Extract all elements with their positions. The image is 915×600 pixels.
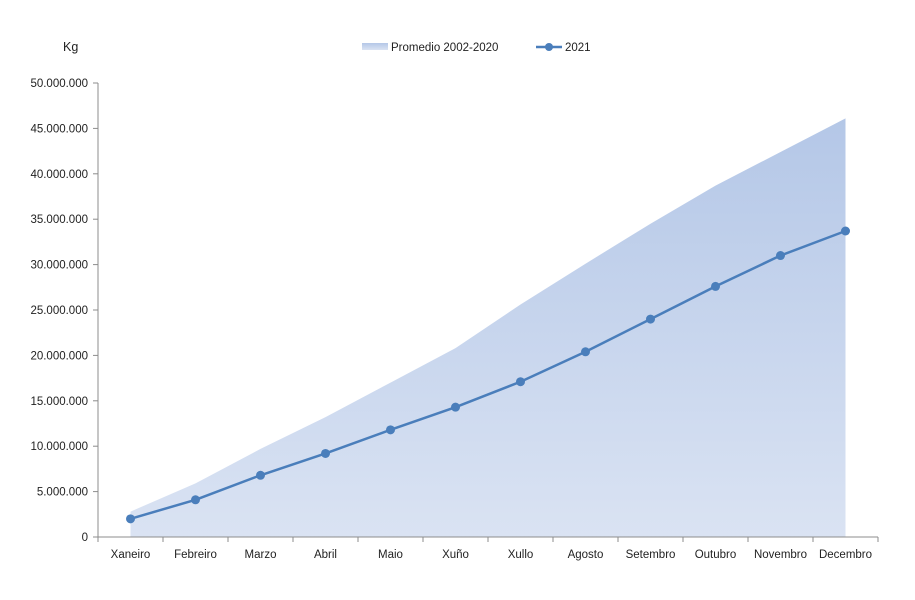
legend-label-promedio: Promedio 2002-2020 bbox=[391, 42, 498, 54]
series-point-2021 bbox=[516, 377, 525, 387]
x-tick-label: Xuño bbox=[442, 549, 469, 561]
y-tick-label: 40.000.000 bbox=[30, 169, 88, 181]
series-point-2021 bbox=[451, 402, 460, 412]
legend-swatch-promedio bbox=[362, 43, 388, 50]
x-tick-label: Abril bbox=[314, 549, 337, 561]
series-point-2021 bbox=[191, 495, 200, 505]
x-tick-label: Xaneiro bbox=[111, 549, 151, 561]
series-point-2021 bbox=[711, 281, 720, 291]
series-point-2021 bbox=[841, 226, 850, 236]
y-tick-label: 50.000.000 bbox=[30, 78, 88, 90]
series-point-2021 bbox=[321, 448, 330, 458]
series-point-2021 bbox=[776, 251, 785, 261]
x-tick-label: Novembro bbox=[754, 549, 807, 561]
y-tick-label: 20.000.000 bbox=[30, 350, 88, 362]
y-tick-label: 10.000.000 bbox=[30, 441, 88, 453]
y-tick-label: 25.000.000 bbox=[30, 305, 88, 317]
series-point-2021 bbox=[126, 514, 135, 524]
series-line-2021 bbox=[130, 229, 846, 521]
x-tick-label: Febreiro bbox=[174, 549, 217, 561]
x-tick-label: Maio bbox=[378, 549, 403, 561]
series-point-2021 bbox=[256, 470, 265, 480]
series-area-promedio bbox=[130, 118, 846, 538]
x-tick-label: Agosto bbox=[568, 549, 604, 561]
y-tick-label: 15.000.000 bbox=[30, 396, 88, 408]
series-point-2021 bbox=[581, 347, 590, 357]
x-tick-label: Marzo bbox=[245, 549, 277, 561]
x-ticks: Xaneiro Febreiro Marzo Abril Maio Xuño Xullo Ag… bbox=[97, 537, 879, 561]
y-ticks: 0 5.000.000 10.000.000 15.000.000 20.000.000… bbox=[30, 78, 98, 544]
y-axis-label: Kg bbox=[63, 40, 78, 54]
x-tick-label: Xullo bbox=[508, 549, 534, 561]
series-point-2021 bbox=[646, 314, 655, 324]
y-tick-label: 35.000.000 bbox=[30, 214, 88, 226]
y-tick-label: 30.000.000 bbox=[30, 260, 88, 272]
line-layer bbox=[126, 226, 850, 524]
x-tick-label: Decembro bbox=[819, 549, 872, 561]
y-tick-label: 0 bbox=[82, 532, 88, 544]
legend-label-2021: 2021 bbox=[565, 42, 591, 54]
x-tick-label: Outubro bbox=[695, 549, 737, 561]
x-tick-label: Setembro bbox=[626, 549, 676, 561]
legend-swatch-marker-2021 bbox=[545, 43, 553, 51]
area-layer bbox=[130, 118, 846, 538]
y-tick-label: 5.000.000 bbox=[37, 487, 88, 499]
legend: Promedio 2002-2020 2021 bbox=[362, 42, 591, 54]
series-point-2021 bbox=[386, 425, 395, 435]
y-tick-label: 45.000.000 bbox=[30, 123, 88, 135]
